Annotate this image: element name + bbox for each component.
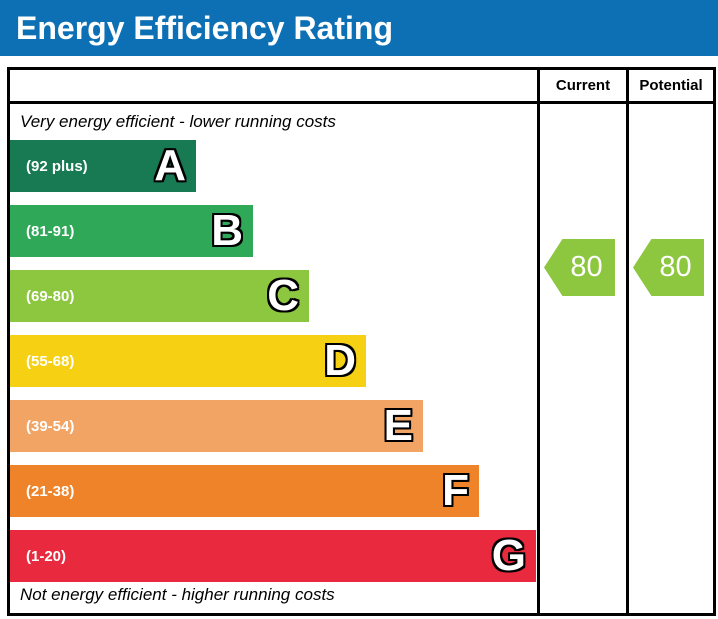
potential-column-label: Potential	[639, 77, 703, 94]
potential-rating-value: 80	[659, 251, 692, 283]
band-g-range: (1-20)	[26, 547, 67, 565]
band-g-letter: G	[491, 531, 526, 580]
band-a: (92 plus) A	[10, 140, 196, 192]
band-d-letter: D	[324, 336, 356, 385]
band-c-letter: C	[267, 271, 299, 320]
header-bar: Energy Efficiency Rating	[0, 0, 718, 56]
page-title: Energy Efficiency Rating	[16, 9, 393, 46]
band-a-letter: A	[154, 141, 186, 190]
potential-column-header: Potential	[626, 70, 713, 104]
band-f-range: (21-38)	[26, 482, 75, 500]
top-note: Very energy efficient - lower running co…	[20, 112, 336, 131]
bottom-note: Not energy efficient - higher running co…	[20, 585, 335, 604]
band-b: (81-91) B	[10, 205, 253, 257]
current-rating-arrow: 80	[544, 239, 615, 296]
current-column-cell: 80	[537, 104, 626, 613]
band-b-range: (81-91)	[26, 222, 75, 240]
rating-table: Current Potential Very energy efficient …	[7, 67, 716, 616]
rating-scale: Very energy efficient - lower running co…	[10, 104, 537, 613]
band-e: (39-54) E	[10, 400, 423, 452]
band-b-letter: B	[211, 206, 243, 255]
potential-rating-arrow: 80	[633, 239, 704, 296]
current-column-label: Current	[555, 77, 611, 94]
band-f: (21-38) F	[10, 465, 479, 517]
band-a-range: (92 plus)	[26, 157, 88, 175]
band-d-range: (55-68)	[26, 352, 75, 370]
band-c-range: (69-80)	[26, 287, 75, 305]
potential-column-cell: 80	[626, 104, 713, 613]
band-e-range: (39-54)	[26, 417, 75, 435]
current-column-header: Current	[537, 70, 626, 104]
band-g: (1-20) G	[10, 530, 536, 582]
header-spacer-cell	[10, 70, 537, 104]
band-d: (55-68) D	[10, 335, 366, 387]
current-rating-value: 80	[570, 251, 603, 283]
band-f-letter: F	[442, 466, 469, 515]
band-e-letter: E	[383, 401, 413, 450]
band-c: (69-80) C	[10, 270, 309, 322]
